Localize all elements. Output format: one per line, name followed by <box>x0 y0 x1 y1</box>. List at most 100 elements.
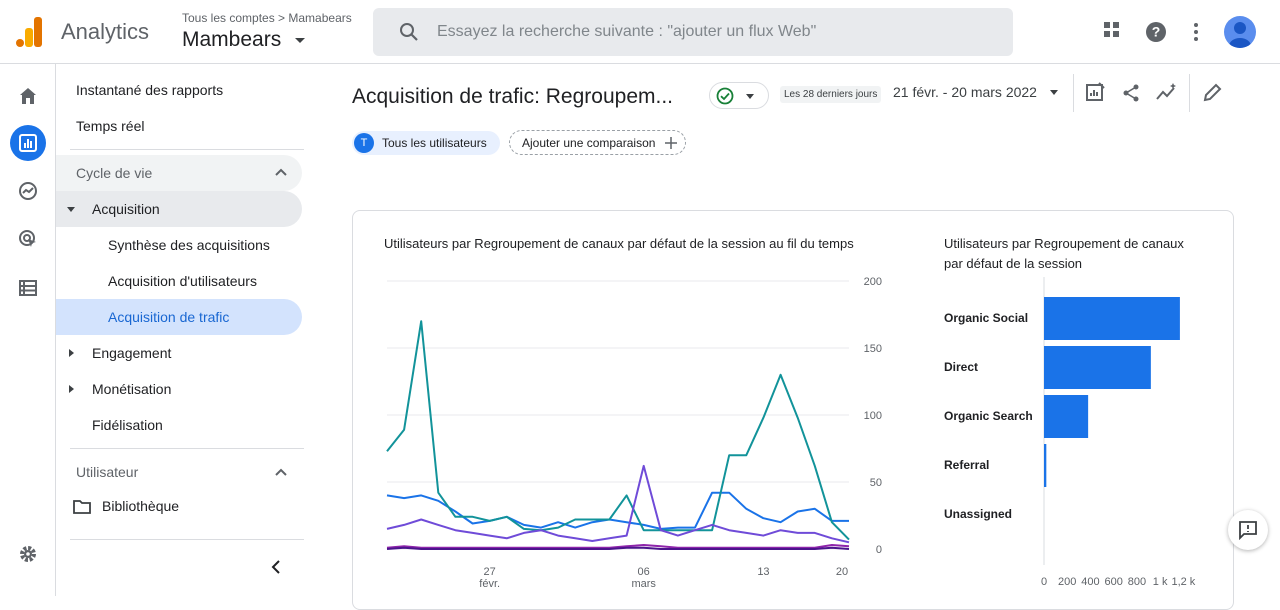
nav-traffic-acquisition[interactable] <box>56 299 302 335</box>
add-comparison-label: Ajouter une comparaison <box>522 136 656 150</box>
chevron-down-icon[interactable] <box>1050 90 1058 95</box>
feedback-icon <box>1239 521 1257 540</box>
bar-chart-icon <box>19 134 37 152</box>
series-line[interactable] <box>386 491 849 530</box>
x-tick-label: 13 <box>757 566 769 578</box>
x-tick-label: 20 <box>836 566 848 578</box>
x-tick-label: 06 <box>638 566 650 578</box>
x-tick-label: mars <box>631 578 656 590</box>
x-tick-label: 1,2 k <box>1171 576 1195 588</box>
search-icon <box>400 23 418 41</box>
app-name: Analytics <box>61 19 150 44</box>
segment-label: Tous les utilisateurs <box>382 136 487 150</box>
bar-category-label: Organic Social <box>944 311 1029 325</box>
nav-traffic-acquisition-label: Acquisition de trafic <box>108 309 230 325</box>
status-dropdown[interactable] <box>709 82 769 109</box>
series-line[interactable] <box>386 546 850 550</box>
search-input[interactable]: Essayez la recherche suivante : "ajouter… <box>437 23 817 40</box>
breadcrumb[interactable]: Tous les comptes > Mamabears <box>182 11 352 25</box>
edit-comparison-icon[interactable] <box>1085 82 1105 102</box>
x-tick-label: 400 <box>1081 576 1099 588</box>
share-icon[interactable] <box>1121 83 1141 103</box>
settings-button[interactable] <box>10 536 46 572</box>
toolbar-divider <box>1189 74 1190 112</box>
y-tick-label: 100 <box>864 410 882 422</box>
more-vert-icon[interactable] <box>1186 22 1206 42</box>
nav-library[interactable]: Bibliothèque <box>102 498 180 514</box>
add-comparison-button[interactable]: Ajouter une comparaison <box>509 130 686 155</box>
report-main: Acquisition de trafic: Regroupem... Les … <box>310 64 1280 610</box>
search-bar[interactable]: Essayez la recherche suivante : "ajouter… <box>373 8 1013 56</box>
pencil-icon[interactable] <box>1202 83 1222 103</box>
help-icon[interactable]: ? <box>1145 21 1167 43</box>
line-chart-title: Utilisateurs par Regroupement de canaux … <box>384 236 854 251</box>
reports-button[interactable] <box>10 125 46 161</box>
target-cursor-icon <box>19 230 36 247</box>
insights-icon[interactable] <box>1156 82 1178 102</box>
charts-card: Utilisateurs par Regroupement de canaux … <box>352 210 1234 610</box>
y-tick-label: 150 <box>864 343 882 355</box>
caret-down-icon <box>67 207 75 212</box>
bar-category-label: Unassigned <box>944 507 1013 521</box>
caret-right-icon <box>69 385 74 393</box>
date-preset-label[interactable]: Les 28 derniers jours <box>780 86 882 103</box>
plus-icon <box>665 137 677 149</box>
nav-user-acquisition[interactable]: Acquisition d'utilisateurs <box>108 273 257 289</box>
bar[interactable] <box>1044 444 1047 487</box>
x-tick-label: 0 <box>1041 576 1047 588</box>
nav-section-lifecycle[interactable] <box>56 155 302 191</box>
bar-category-label: Referral <box>944 458 990 472</box>
feedback-button[interactable] <box>1228 510 1268 550</box>
explore-icon <box>19 182 37 200</box>
avatar[interactable] <box>1224 16 1256 48</box>
nav-acquisition[interactable] <box>56 191 302 227</box>
bar-chart-title: Utilisateurs par Regroupement de canaux … <box>944 236 1184 271</box>
bar-category-label: Direct <box>944 360 979 374</box>
y-tick-label: 50 <box>870 477 882 489</box>
x-tick-label: 200 <box>1058 576 1076 588</box>
home-icon <box>20 88 36 104</box>
top-bar: Analytics Tous les comptes > Mamabears M… <box>0 0 1280 64</box>
nav-realtime[interactable]: Temps réel <box>76 118 145 134</box>
caret-right-icon <box>69 349 74 357</box>
folder-icon <box>73 500 91 514</box>
nav-monetization[interactable]: Monétisation <box>92 381 172 397</box>
bar[interactable] <box>1044 395 1089 438</box>
list-icon <box>19 280 37 296</box>
series-line[interactable] <box>386 464 850 544</box>
bar-chart[interactable]: 0 200 400 600 800 1 k 1,2 k <box>1023 277 1223 591</box>
toolbar-divider <box>1073 74 1074 112</box>
bar-category-label: Organic Search <box>944 409 1033 423</box>
nav-retention[interactable]: Fidélisation <box>92 417 163 433</box>
chevron-up-icon[interactable] <box>275 467 287 477</box>
chevron-down-icon[interactable] <box>295 38 305 43</box>
y-tick-label: 200 <box>864 277 882 288</box>
bar[interactable] <box>1044 297 1180 340</box>
nav-divider <box>70 149 304 150</box>
analytics-logo[interactable] <box>16 17 42 47</box>
advertising-button[interactable] <box>10 221 46 257</box>
segment-chip[interactable]: T Tous les utilisateurs <box>352 131 500 155</box>
home-button[interactable] <box>10 78 46 114</box>
explore-button[interactable] <box>10 173 46 209</box>
configure-button[interactable] <box>10 270 46 306</box>
page-title: Acquisition de trafic: Regroupem... <box>352 85 673 108</box>
account-selector[interactable]: Mambears <box>182 28 282 51</box>
x-tick-label: 1 k <box>1153 576 1168 588</box>
series-line[interactable] <box>386 320 850 541</box>
chevron-up-icon[interactable] <box>275 167 287 177</box>
collapse-chevron-icon[interactable] <box>270 559 282 575</box>
nav-user-section[interactable]: Utilisateur <box>76 464 139 480</box>
date-range[interactable]: 21 févr. - 20 mars 2022 <box>893 84 1037 100</box>
series-line[interactable] <box>386 544 850 549</box>
nav-snapshot[interactable]: Instantané des rapports <box>76 82 224 98</box>
nav-acq-overview[interactable]: Synthèse des acquisitions <box>108 237 270 253</box>
x-tick-label: févr. <box>479 578 500 590</box>
y-tick-label: 0 <box>876 544 882 556</box>
nav-engagement[interactable]: Engagement <box>92 345 172 361</box>
apps-grid-icon[interactable] <box>1102 20 1122 40</box>
x-tick-label: 600 <box>1105 576 1123 588</box>
bar[interactable] <box>1044 346 1151 389</box>
segment-avatar: T <box>354 133 374 153</box>
